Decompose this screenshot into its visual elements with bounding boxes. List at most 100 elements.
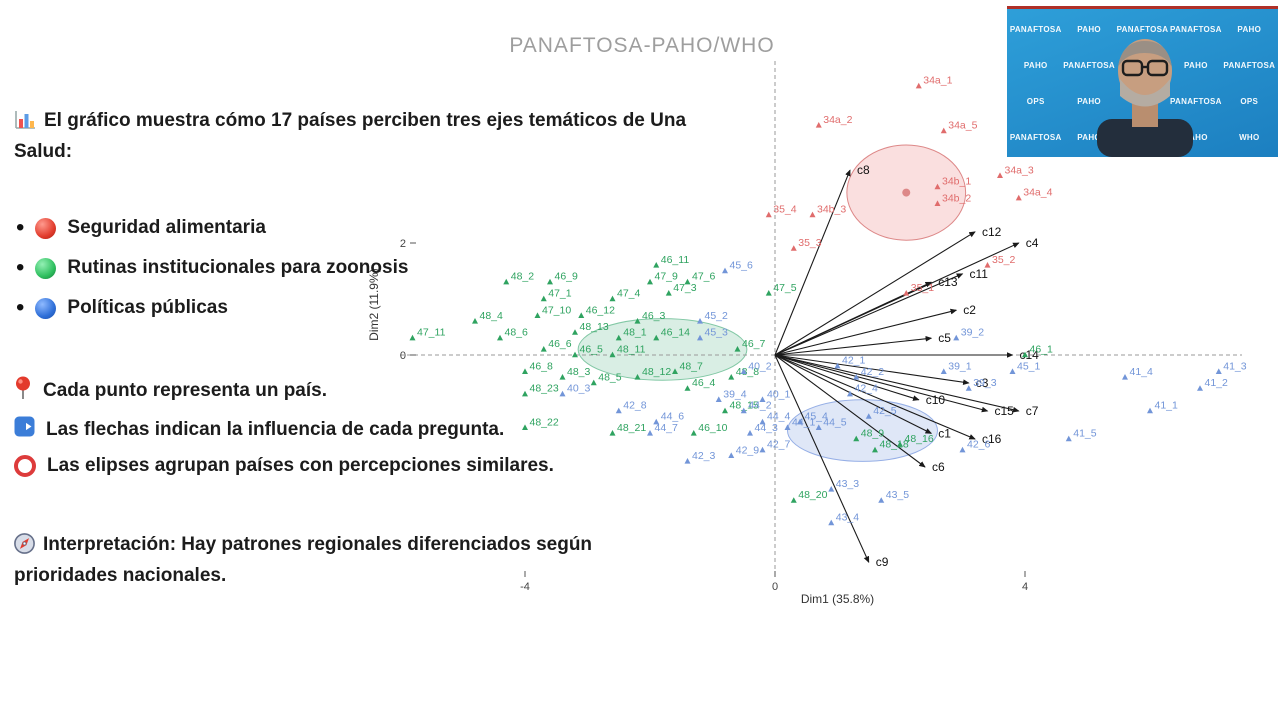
svg-text:48_8: 48_8 (736, 366, 760, 378)
svg-text:35_4: 35_4 (773, 204, 797, 216)
svg-text:48_1: 48_1 (623, 327, 647, 339)
legend-label: Rutinas institucionales para zoonosis (67, 257, 409, 278)
svg-text:c4: c4 (1026, 236, 1039, 250)
svg-text:47_10: 47_10 (542, 304, 571, 316)
svg-text:c2: c2 (963, 303, 976, 317)
svg-text:4: 4 (1022, 581, 1028, 593)
svg-text:c7: c7 (1026, 404, 1039, 418)
blue-circle-icon (35, 297, 57, 319)
svg-text:44_3: 44_3 (755, 422, 779, 434)
svg-text:43_3: 43_3 (836, 478, 860, 490)
legend-item-seguridad: Seguridad alimentaria (16, 208, 408, 248)
svg-text:44_7: 44_7 (655, 422, 679, 434)
svg-text:c5: c5 (938, 331, 951, 345)
svg-text:42_3: 42_3 (692, 450, 716, 462)
svg-text:Dim1 (35.8%): Dim1 (35.8%) (801, 592, 874, 606)
arrow-icon (14, 416, 35, 443)
svg-text:c6: c6 (932, 460, 945, 474)
svg-text:48_6: 48_6 (505, 327, 529, 339)
svg-text:Dim2 (11.9%): Dim2 (11.9%) (367, 268, 381, 340)
svg-text:48_18: 48_18 (880, 439, 909, 451)
bar-chart-icon (14, 110, 36, 139)
svg-text:40_1: 40_1 (767, 388, 791, 400)
bullet-dot (16, 256, 24, 281)
green-circle-icon (35, 257, 57, 279)
svg-text:48_2: 48_2 (511, 271, 535, 283)
svg-text:46_1: 46_1 (1030, 344, 1054, 356)
svg-text:34b_1: 34b_1 (942, 176, 971, 188)
ellipse-icon (14, 455, 36, 477)
svg-text:43_4: 43_4 (836, 512, 860, 524)
svg-text:45_2: 45_2 (705, 310, 729, 322)
svg-text:42_4: 42_4 (855, 383, 879, 395)
svg-text:45_6: 45_6 (730, 260, 754, 272)
svg-text:c3: c3 (976, 376, 989, 390)
svg-text:2: 2 (400, 238, 406, 250)
svg-text:42_9: 42_9 (736, 444, 760, 456)
svg-text:43_5: 43_5 (886, 489, 910, 501)
svg-text:46_9: 46_9 (555, 271, 579, 283)
svg-text:44_5: 44_5 (823, 416, 847, 428)
svg-text:39_3: 39_3 (973, 377, 997, 389)
svg-text:35_3: 35_3 (798, 237, 822, 249)
presenter-avatar (1097, 39, 1193, 157)
note-text: Las elipses agrupan países con percepcio… (47, 455, 554, 476)
svg-text:42_7: 42_7 (767, 439, 791, 451)
svg-text:41_5: 41_5 (1073, 428, 1097, 440)
svg-text:46_7: 46_7 (742, 338, 766, 350)
svg-text:42_1: 42_1 (842, 355, 866, 367)
chart-title: PANAFTOSA-PAHO/WHO (509, 34, 775, 57)
svg-text:48_7: 48_7 (680, 360, 704, 372)
svg-text:39_4: 39_4 (723, 388, 747, 400)
svg-text:42_2: 42_2 (861, 366, 885, 378)
svg-text:c14: c14 (1020, 348, 1040, 362)
svg-text:40_2: 40_2 (748, 360, 772, 372)
svg-text:35_2: 35_2 (992, 254, 1016, 266)
pca-biplot-chart: c8 c12 c4 c11 c13 c2 c5 c14 c3 c10 c15 c7 c1 c16 c6 c9 3… (367, 61, 1247, 606)
svg-text:c10: c10 (926, 393, 946, 407)
svg-text:47_4: 47_4 (617, 288, 641, 300)
svg-text:45_3: 45_3 (705, 327, 729, 339)
svg-text:48_5: 48_5 (598, 372, 622, 384)
svg-text:47_9: 47_9 (655, 271, 679, 283)
svg-text:40_3: 40_3 (567, 383, 591, 395)
note-text: Las flechas indican la influencia de cad… (46, 418, 505, 440)
note-arrows: Las flechas indican la influencia de cad… (14, 416, 504, 443)
svg-text:48_22: 48_22 (530, 416, 559, 428)
intro-text: El gráfico muestra cómo 17 países percib… (14, 108, 709, 166)
compass-icon (14, 533, 35, 563)
bullet-dot (16, 296, 24, 321)
legend-label: Seguridad alimentaria (67, 217, 266, 238)
svg-text:48_3: 48_3 (567, 366, 591, 378)
note-text: Cada punto representa un país. (43, 380, 327, 401)
note-points: Cada punto representa un país. (14, 376, 327, 406)
svg-text:44_2: 44_2 (748, 400, 772, 412)
bullet-dot (16, 216, 24, 241)
svg-text:c8: c8 (857, 163, 870, 177)
svg-text:34a_5: 34a_5 (948, 120, 977, 132)
svg-text:c9: c9 (876, 555, 889, 569)
svg-text:34a_2: 34a_2 (823, 114, 852, 126)
svg-text:34a_3: 34a_3 (1005, 164, 1034, 176)
webcam-video: PANAFTOSA PAHO PANAFTOSA PANAFTOSA PAHO PAHO P… (1007, 6, 1278, 157)
legend-label: Políticas públicas (67, 297, 228, 318)
intro-label: El gráfico muestra cómo 17 países percib… (14, 110, 687, 162)
svg-text:47_1: 47_1 (548, 288, 572, 300)
svg-text:46_11: 46_11 (661, 254, 690, 266)
note-ellipses: Las elipses agrupan países con percepcio… (14, 455, 554, 477)
svg-text:48_23: 48_23 (530, 383, 559, 395)
svg-text:45_4: 45_4 (805, 411, 829, 423)
svg-text:39_1: 39_1 (948, 360, 972, 372)
svg-text:34a_4: 34a_4 (1023, 187, 1052, 199)
svg-text:48_15: 48_15 (730, 400, 759, 412)
interpretation-text: Interpretación: Hay patrones regionales … (14, 532, 669, 589)
svg-text:47_5: 47_5 (773, 282, 797, 294)
interpretation-label: Interpretación: Hay patrones regionales … (14, 534, 593, 586)
svg-text:c13: c13 (938, 275, 958, 289)
svg-text:44_4: 44_4 (767, 411, 791, 423)
svg-text:45_1: 45_1 (1017, 360, 1041, 372)
svg-text:35_1: 35_1 (911, 282, 935, 294)
svg-text:46_10: 46_10 (698, 422, 727, 434)
svg-text:41_3: 41_3 (1223, 360, 1247, 372)
